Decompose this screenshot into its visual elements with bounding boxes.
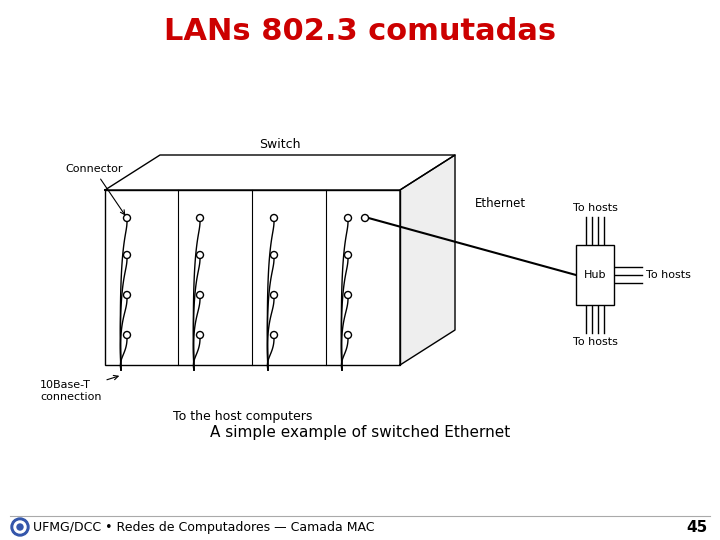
Circle shape (197, 332, 204, 339)
Text: Hub: Hub (584, 270, 606, 280)
Circle shape (197, 214, 204, 221)
Circle shape (124, 292, 130, 299)
Text: To the host computers: To the host computers (173, 410, 312, 423)
Polygon shape (105, 155, 455, 190)
Text: A simple example of switched Ethernet: A simple example of switched Ethernet (210, 424, 510, 440)
Circle shape (124, 252, 130, 259)
Circle shape (271, 252, 277, 259)
Circle shape (271, 214, 277, 221)
Circle shape (14, 521, 26, 533)
Circle shape (271, 332, 277, 339)
Text: Switch: Switch (259, 138, 301, 151)
Circle shape (197, 292, 204, 299)
Circle shape (11, 518, 29, 536)
Circle shape (124, 332, 130, 339)
Bar (105, 190, 400, 365)
Circle shape (344, 252, 351, 259)
Circle shape (361, 214, 369, 221)
Circle shape (124, 214, 130, 221)
Text: Connector: Connector (65, 164, 125, 215)
Circle shape (271, 292, 277, 299)
Text: To hosts: To hosts (646, 270, 691, 280)
Circle shape (17, 524, 23, 530)
Circle shape (344, 214, 351, 221)
Circle shape (344, 332, 351, 339)
Text: LANs 802.3 comutadas: LANs 802.3 comutadas (164, 17, 556, 46)
Polygon shape (400, 155, 455, 365)
Text: 45: 45 (687, 519, 708, 535)
Circle shape (344, 292, 351, 299)
Circle shape (197, 252, 204, 259)
Text: UFMG/DCC • Redes de Computadores — Camada MAC: UFMG/DCC • Redes de Computadores — Camad… (33, 521, 374, 534)
Text: Ethernet: Ethernet (475, 197, 526, 210)
Text: To hosts: To hosts (572, 337, 618, 347)
Text: To hosts: To hosts (572, 203, 618, 213)
Text: 10Base-T
connection: 10Base-T connection (40, 375, 118, 402)
Bar (576, 245, 614, 305)
